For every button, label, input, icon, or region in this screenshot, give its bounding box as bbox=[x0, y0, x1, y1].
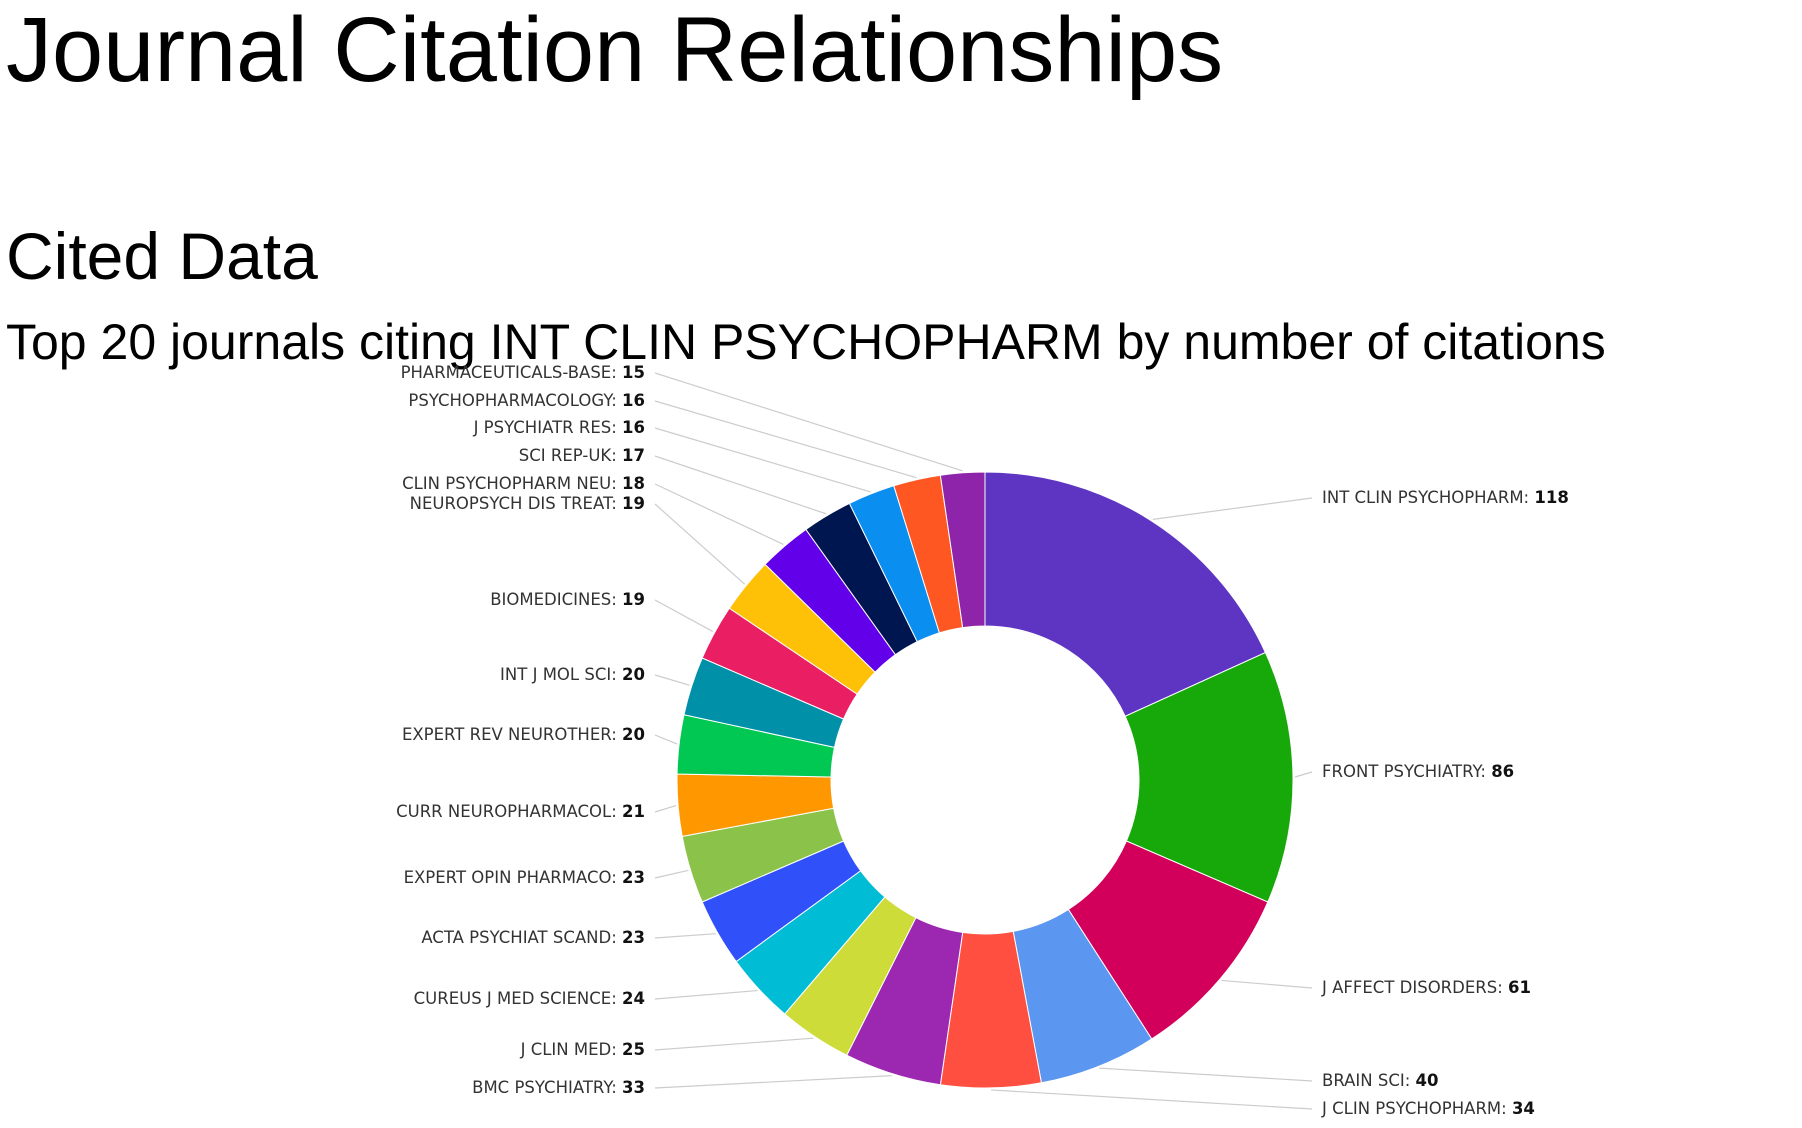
leader-line-curr-neuropharmacol bbox=[654, 804, 677, 813]
data-label-acta-psychiat-scand: ACTA PSYCHIAT SCAND: 23 bbox=[421, 928, 645, 947]
slice-pharmaceuticals-base[interactable] bbox=[939, 471, 986, 629]
leader-line-j-psychiatr-res bbox=[654, 427, 871, 493]
data-label-front-psychiatry: FRONT PSYCHIATRY: 86 bbox=[1322, 762, 1514, 781]
data-label-j-clin-med: J CLIN MED: 25 bbox=[520, 1040, 645, 1059]
leader-line-expert-rev-neurother bbox=[654, 734, 678, 745]
leader-line-bmc-psychiatry bbox=[654, 1075, 892, 1089]
page-title: Journal Citation Relationships bbox=[6, 0, 1224, 101]
data-label-j-clin-psychopharm: J CLIN PSYCHOPHARM: 34 bbox=[1321, 1099, 1535, 1118]
leader-line-brain-sci bbox=[1099, 1067, 1313, 1082]
data-label-sci-rep-uk: SCI REP-UK: 17 bbox=[519, 446, 645, 465]
data-label-biomedicines: BIOMEDICINES: 19 bbox=[490, 590, 645, 609]
leader-line-int-j-mol-sci bbox=[654, 674, 690, 686]
data-label-j-affect-disorders: J AFFECT DISORDERS: 61 bbox=[1321, 978, 1531, 997]
data-label-expert-opin-pharmaco: EXPERT OPIN PHARMACO: 23 bbox=[404, 868, 645, 887]
leader-line-front-psychiatry bbox=[1294, 771, 1313, 778]
leader-line-j-clin-psychopharm bbox=[990, 1089, 1313, 1110]
slice-int-clin-psychopharm[interactable] bbox=[984, 471, 1267, 717]
chart-labels: INT CLIN PSYCHOPHARM: 118 FRONT PSYCHIATR… bbox=[396, 363, 1569, 1118]
data-label-j-psychiatr-res: J PSYCHIATR RES: 16 bbox=[473, 418, 645, 437]
slice-front-psychiatry[interactable] bbox=[1124, 651, 1294, 903]
chart-slices bbox=[676, 471, 1294, 1089]
data-label-int-j-mol-sci: INT J MOL SCI: 20 bbox=[500, 665, 645, 684]
data-label-neuropsych-dis-treat: NEUROPSYCH DIS TREAT: 19 bbox=[410, 494, 645, 513]
leader-line-cureus-j-med-science bbox=[654, 989, 758, 1000]
data-label-curr-neuropharmacol: CURR NEUROPHARMACOL: 21 bbox=[396, 802, 645, 821]
data-label-pharmaceuticals-base: PHARMACEUTICALS-BASE: 15 bbox=[401, 363, 645, 382]
leader-line-sci-rep-uk bbox=[654, 455, 827, 515]
leader-line-j-affect-disorders bbox=[1221, 979, 1313, 989]
data-label-int-clin-psychopharm: INT CLIN PSYCHOPHARM: 118 bbox=[1322, 488, 1569, 507]
leader-line-j-clin-med bbox=[654, 1037, 814, 1051]
leader-line-biomedicines bbox=[654, 599, 714, 633]
data-label-cureus-j-med-science: CUREUS J MED SCIENCE: 24 bbox=[414, 989, 645, 1008]
section-title: Cited Data bbox=[6, 219, 318, 293]
leader-lines bbox=[654, 372, 1313, 1110]
leader-line-psychopharmacology bbox=[654, 400, 917, 479]
leader-line-pharmaceuticals-base bbox=[654, 372, 963, 472]
leader-line-acta-psychiat-scand bbox=[654, 933, 716, 939]
data-label-clin-psychopharm-neu: CLIN PSYCHOPHARM NEU: 18 bbox=[402, 474, 645, 493]
data-label-psychopharmacology: PSYCHOPHARMACOLOGY: 16 bbox=[408, 391, 645, 410]
leader-line-expert-opin-pharmaco bbox=[654, 869, 689, 879]
chart-subtitle: Top 20 journals citing INT CLIN PSYCHOPH… bbox=[6, 314, 1606, 370]
data-label-expert-rev-neurother: EXPERT REV NEUROTHER: 20 bbox=[402, 725, 645, 744]
data-label-brain-sci: BRAIN SCI: 40 bbox=[1322, 1071, 1439, 1090]
leader-line-neuropsych-dis-treat bbox=[654, 503, 746, 585]
leader-line-clin-psychopharm-neu bbox=[654, 483, 784, 546]
data-label-bmc-psychiatry: BMC PSYCHIATRY: 33 bbox=[472, 1078, 645, 1097]
leader-line-int-clin-psychopharm bbox=[1152, 497, 1313, 520]
